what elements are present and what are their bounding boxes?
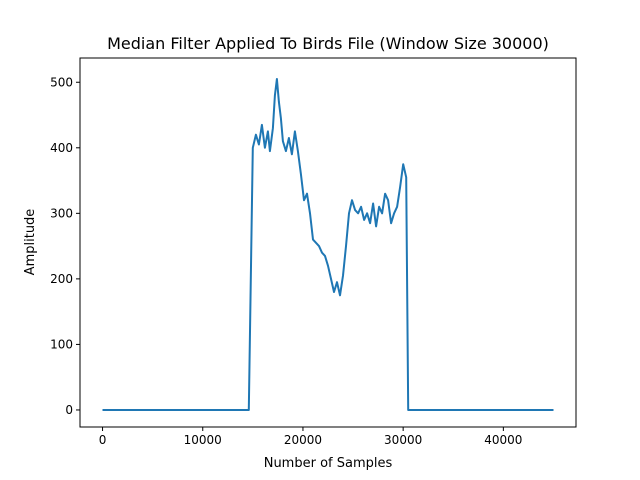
- y-tick-label: 0: [65, 403, 73, 417]
- x-tick-label: 0: [99, 433, 107, 447]
- x-axis-ticks: 0 10000 20000 30000 40000: [99, 427, 522, 447]
- y-axis-label: Amplitude: [23, 209, 38, 276]
- plot-area: [79, 57, 577, 428]
- x-tick-label: 10000: [184, 433, 222, 447]
- x-tick-label: 30000: [384, 433, 422, 447]
- y-tick-label: 300: [50, 206, 73, 220]
- y-tick-label: 200: [50, 272, 73, 286]
- y-tick-label: 400: [50, 141, 73, 155]
- y-axis-ticks: 0 100 200 300 400 500: [50, 75, 80, 417]
- y-tick-label: 500: [50, 75, 73, 89]
- chart-title: Median Filter Applied To Birds File (Win…: [107, 34, 549, 53]
- axes-frame: [79, 57, 577, 428]
- x-tick-label: 40000: [484, 433, 522, 447]
- x-tick-label: 20000: [284, 433, 322, 447]
- y-tick-label: 100: [50, 337, 73, 351]
- series-line: [102, 78, 554, 411]
- x-axis-label: Number of Samples: [264, 456, 393, 471]
